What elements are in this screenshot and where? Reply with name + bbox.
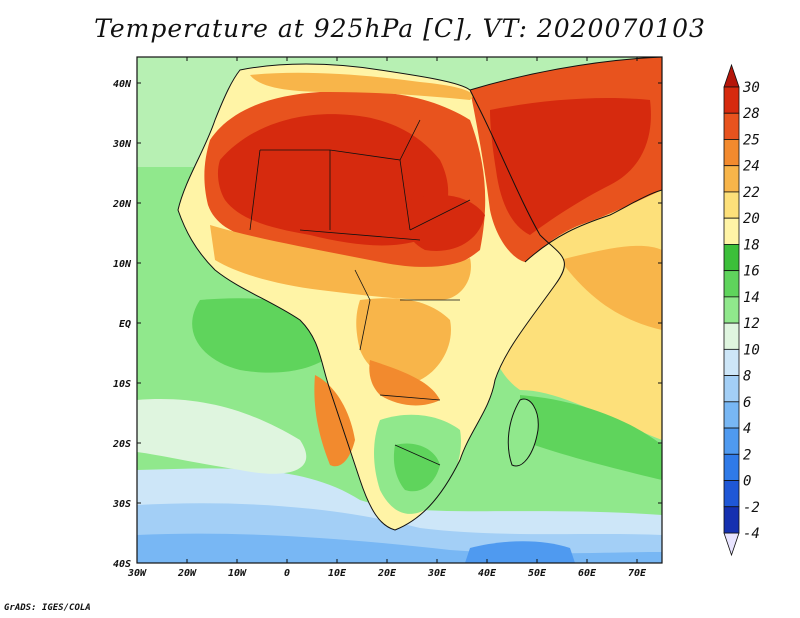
lon-tick-label: 50E bbox=[528, 568, 547, 579]
colorbar-box bbox=[723, 244, 740, 272]
colorbar-boxes bbox=[723, 63, 740, 557]
colorbar-label: -2 bbox=[743, 500, 760, 516]
coastlines-borders bbox=[177, 57, 662, 531]
lat-tick-label: 40N bbox=[113, 79, 132, 90]
colorbar-max-arrow bbox=[723, 63, 740, 88]
south-atlantic-pale bbox=[137, 399, 307, 474]
colorbar-box bbox=[723, 296, 740, 324]
arabian-sea-warm bbox=[560, 245, 662, 330]
colorbar-label: 22 bbox=[743, 185, 760, 201]
indian-ocean-green bbox=[520, 395, 662, 480]
lon-tick-label: 70E bbox=[628, 568, 647, 579]
lon-tick-label: 10E bbox=[328, 568, 347, 579]
colorbar-box bbox=[723, 139, 740, 167]
lon-tick-label: 20E bbox=[377, 568, 397, 579]
lon-tick-label: 0 bbox=[284, 568, 290, 579]
madagascar-coastline bbox=[507, 398, 539, 467]
colorbar-label: 8 bbox=[743, 369, 751, 385]
lat-tick-label: 10N bbox=[113, 259, 132, 270]
colorbar-box bbox=[723, 506, 740, 534]
colorbar-label: 18 bbox=[743, 237, 760, 253]
sudan-very-hot bbox=[405, 195, 485, 251]
mediterranean-warm bbox=[250, 72, 473, 100]
southern-ocean-deep bbox=[465, 541, 575, 563]
lon-tick-label: 10W bbox=[228, 568, 247, 579]
lat-tick-label: 20S bbox=[112, 439, 131, 450]
colorbar-min-arrow bbox=[723, 532, 740, 557]
lon-tick-label: 30W bbox=[127, 568, 147, 579]
colorbar-label: -4 bbox=[743, 526, 760, 542]
plot-frame bbox=[136, 56, 663, 564]
arabia-very-hot bbox=[490, 98, 651, 235]
temperature-field bbox=[137, 57, 662, 563]
lon-tick-label: 40E bbox=[478, 568, 497, 579]
colorbar-box bbox=[723, 427, 740, 455]
colorbar-box bbox=[723, 191, 740, 219]
lon-tick-label: 30E bbox=[427, 568, 447, 579]
lat-tick-label: 30S bbox=[112, 499, 131, 510]
colorbar-label: 10 bbox=[743, 342, 760, 358]
colorbar-box bbox=[723, 401, 740, 429]
chart-title: Temperature at 925hPa [C], VT: 202007010… bbox=[94, 14, 706, 43]
colorbar-box bbox=[723, 453, 740, 481]
colorbar-label: 28 bbox=[743, 106, 760, 122]
tick-marks bbox=[136, 57, 662, 564]
colorbar-label: 14 bbox=[743, 290, 760, 306]
lat-tick-label: 10S bbox=[113, 379, 131, 390]
southern-africa-darker bbox=[393, 443, 440, 492]
colorbar-box bbox=[723, 348, 740, 376]
longitude-labels: 30W 20W 10W 0 10E 20E 30E 40E 50E 60E 70… bbox=[127, 568, 647, 579]
colorbar-label: 6 bbox=[743, 395, 751, 411]
country-borders bbox=[249, 119, 471, 466]
colorbar-box bbox=[723, 375, 740, 403]
colorbar-label: 20 bbox=[743, 211, 760, 227]
sahara-very-hot bbox=[217, 114, 449, 246]
lat-tick-label: EQ bbox=[119, 319, 131, 330]
sahel-warm bbox=[210, 225, 471, 300]
credit-text: GrADS: IGES/COLA bbox=[4, 603, 91, 613]
colorbar-label: 16 bbox=[743, 264, 760, 280]
colorbar-label: 0 bbox=[743, 474, 751, 490]
colorbar-label: 12 bbox=[743, 316, 760, 332]
africa-coastline bbox=[177, 63, 565, 531]
latitude-labels: 40N 30N 20N 10N EQ 10S 20S 30S 40S bbox=[112, 79, 132, 570]
colorbar-label: 4 bbox=[743, 421, 751, 437]
colorbar-box bbox=[723, 217, 740, 245]
colorbar-box bbox=[723, 480, 740, 508]
lon-tick-label: 20W bbox=[177, 568, 197, 579]
namibia-coast-warm bbox=[314, 375, 355, 467]
angola-warm bbox=[369, 360, 440, 406]
colorbar-box bbox=[723, 270, 740, 298]
arabia-coastline bbox=[469, 57, 662, 263]
colorbar-box bbox=[723, 165, 740, 193]
colorbar-label: 24 bbox=[743, 159, 760, 175]
madagascar bbox=[508, 399, 539, 466]
colorbar-box bbox=[723, 322, 740, 350]
lat-tick-label: 40S bbox=[113, 559, 131, 570]
colorbar-box bbox=[723, 112, 740, 140]
lon-tick-label: 60E bbox=[578, 568, 597, 579]
lat-tick-label: 30N bbox=[112, 139, 132, 150]
colorbar-label: 25 bbox=[743, 132, 760, 148]
lat-tick-label: 20N bbox=[112, 199, 132, 210]
central-africa-warm bbox=[356, 298, 451, 382]
colorbar-label: 2 bbox=[743, 447, 751, 463]
colorbar-box bbox=[723, 86, 740, 114]
colorbar-label: 30 bbox=[742, 80, 760, 96]
